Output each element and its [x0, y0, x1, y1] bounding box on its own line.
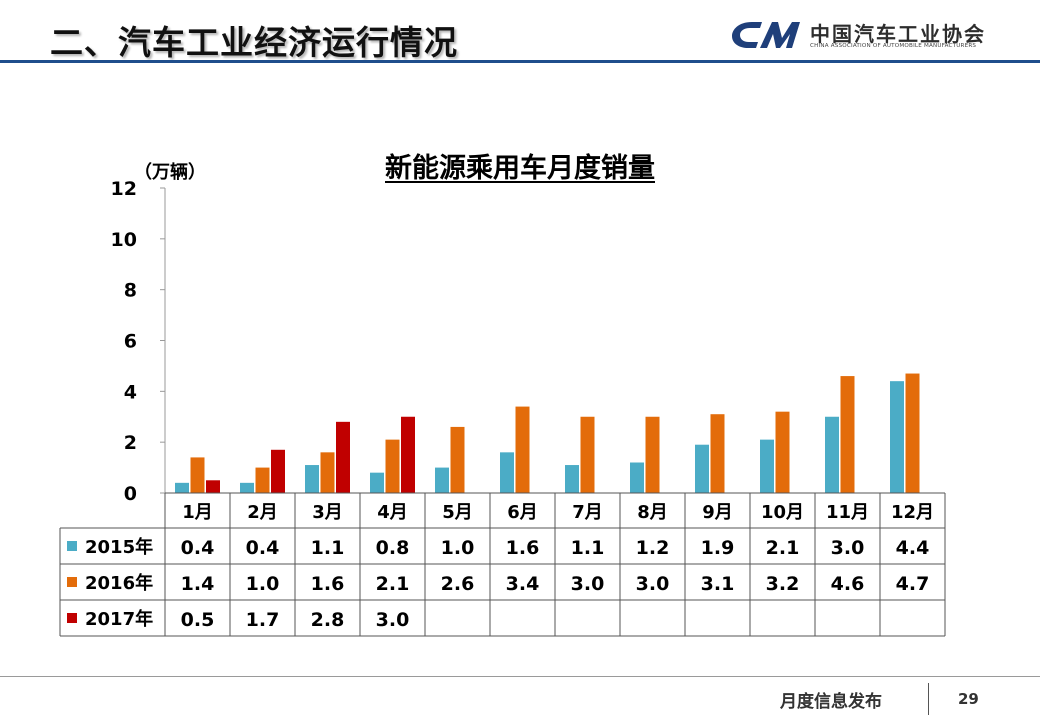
bar-2015年: [630, 462, 644, 493]
legend-key-2015年: [67, 541, 77, 551]
data-table-value: 2.1: [766, 537, 800, 559]
caam-logo-icon: [732, 22, 800, 48]
bar-2015年: [760, 439, 774, 493]
category-label: 8月: [637, 502, 668, 523]
y-tick-label: 12: [111, 178, 137, 200]
data-table-value: 3.4: [506, 573, 540, 595]
category-label: 2月: [247, 502, 278, 523]
bar-2017年: [271, 449, 285, 493]
bar-2015年: [500, 452, 514, 493]
data-table-value: 4.4: [896, 537, 930, 559]
series-name: 2017年: [85, 608, 153, 630]
data-table-value: 1.1: [571, 537, 605, 559]
bar-2015年: [695, 444, 709, 493]
category-label: 7月: [572, 502, 603, 523]
y-tick-label: 6: [124, 331, 137, 353]
category-label: 10月: [761, 502, 804, 523]
bar-2016年: [320, 452, 335, 493]
data-table-value: 1.0: [441, 537, 475, 559]
bar-2017年: [401, 416, 415, 493]
chart-title: 新能源乘用车月度销量: [385, 153, 655, 184]
data-table-value: 3.0: [831, 537, 865, 559]
bar-2015年: [370, 472, 384, 493]
data-table-value: 0.4: [181, 537, 215, 559]
bar-2015年: [825, 416, 839, 493]
chart-title-wrap: 新能源乘用车月度销量: [0, 146, 1040, 185]
data-table-value: 0.5: [181, 609, 215, 631]
bar-2016年: [385, 439, 400, 493]
data-table-value: 3.0: [571, 573, 605, 595]
y-tick-label: 0: [124, 483, 137, 505]
bar-2015年: [435, 467, 449, 493]
data-table-value: 3.2: [766, 573, 800, 595]
footer-rule: [0, 676, 1040, 677]
data-table-value: 2.6: [441, 573, 475, 595]
data-table-value: 1.4: [181, 573, 215, 595]
series-name: 2016年: [85, 572, 153, 594]
bar-2016年: [840, 376, 855, 493]
bar-2015年: [305, 465, 319, 493]
caam-logo: 中国汽车工业协会 CHINA ASSOCIATION OF AUTOMOBILE…: [730, 16, 1000, 56]
logo-english-name: CHINA ASSOCIATION OF AUTOMOBILE MANUFACT…: [810, 43, 977, 49]
category-label: 12月: [891, 502, 934, 523]
category-label: 4月: [377, 502, 408, 523]
legend-key-2017年: [67, 613, 77, 623]
page-title: 二、汽车工业经济运行情况: [50, 23, 458, 62]
category-label: 9月: [702, 502, 733, 523]
data-table-value: 3.0: [636, 573, 670, 595]
bar-2016年: [775, 411, 790, 493]
data-table-value: 3.1: [701, 573, 735, 595]
data-table-value: 2.8: [311, 609, 345, 631]
bar-2016年: [255, 467, 270, 493]
bar-2017年: [336, 421, 350, 493]
bar-2015年: [175, 482, 189, 493]
bar-2016年: [580, 416, 595, 493]
page-number: 29: [958, 690, 979, 708]
header-rule: [0, 60, 1040, 63]
legend-key-2016年: [67, 577, 77, 587]
footer-divider: [928, 683, 929, 715]
category-label: 3月: [312, 502, 343, 523]
bar-2015年: [240, 482, 254, 493]
data-table-value: 3.0: [376, 609, 410, 631]
y-tick-label: 8: [124, 280, 137, 302]
bar-2016年: [905, 373, 920, 493]
footer-label: 月度信息发布: [780, 692, 882, 712]
bar-2016年: [710, 414, 725, 493]
data-table-value: 1.0: [246, 573, 280, 595]
data-table-value: 1.2: [636, 537, 670, 559]
series-name: 2015年: [85, 536, 153, 558]
data-table-value: 4.6: [831, 573, 865, 595]
category-label: 11月: [826, 502, 869, 523]
bar-2015年: [565, 465, 579, 493]
bar-2017年: [206, 480, 220, 493]
data-table-value: 1.1: [311, 537, 345, 559]
data-table-value: 4.7: [896, 573, 930, 595]
y-tick-label: 4: [124, 381, 137, 403]
data-table-value: 0.8: [376, 537, 410, 559]
category-label: 6月: [507, 502, 538, 523]
bar-2016年: [645, 416, 660, 493]
bar-2016年: [190, 457, 205, 493]
category-label: 5月: [442, 502, 473, 523]
data-table-value: 1.6: [311, 573, 345, 595]
data-table-value: 2.1: [376, 573, 410, 595]
y-tick-label: 2: [124, 432, 137, 454]
bar-2016年: [515, 406, 530, 493]
data-table-value: 1.7: [246, 609, 280, 631]
y-axis-unit: （万辆）: [134, 162, 206, 183]
data-table-value: 0.4: [246, 537, 280, 559]
bar-2015年: [890, 381, 904, 493]
category-label: 1月: [182, 502, 213, 523]
bar-2016年: [450, 426, 465, 493]
logo-chinese-name: 中国汽车工业协会: [810, 22, 986, 46]
y-tick-label: 10: [111, 229, 137, 251]
data-table-value: 1.6: [506, 537, 540, 559]
data-table-value: 1.9: [701, 537, 735, 559]
